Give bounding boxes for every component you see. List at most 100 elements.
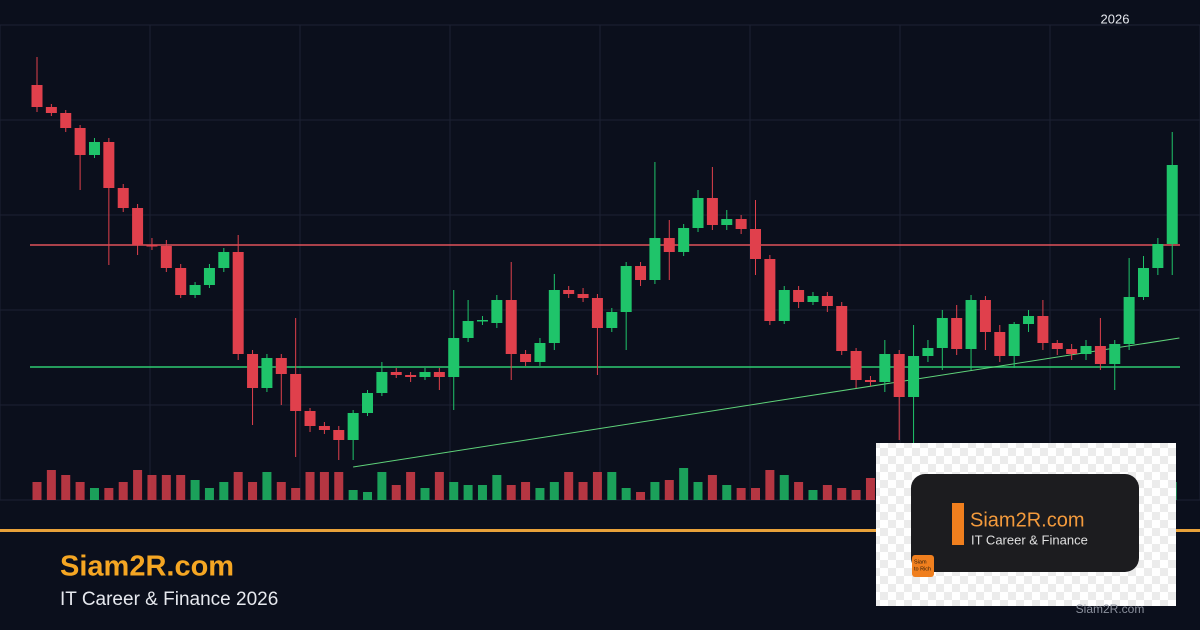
candle-body [433,372,445,377]
volume-bar [521,482,531,500]
candle-body [548,290,560,343]
volume-bar [204,488,214,500]
volume-bar [219,482,229,500]
volume-bar [535,488,545,500]
candle-body [678,228,690,252]
candle-body [117,188,129,208]
volume-bar [305,472,315,500]
candle-body [764,259,776,321]
candle-body [1094,346,1106,364]
candle-body [965,300,977,349]
badge-line: Siam [914,559,927,565]
volume-bar [46,470,56,500]
candle-body [448,338,460,377]
candle-body [290,374,302,411]
volume-bar [707,475,717,500]
period-label: 2026 [1101,11,1130,26]
candle-body [807,296,819,302]
candle-body [620,266,632,312]
volume-bar [161,475,171,500]
trendline [353,337,1180,468]
candle-body [778,290,790,321]
candle-body [462,321,474,338]
candle-body [692,198,704,228]
candle-body [951,318,963,349]
logo-badge [912,555,934,577]
candle-body [175,268,187,295]
candle-body [419,372,431,377]
candle-body [74,128,86,155]
candle-body [534,343,546,362]
volume-bar [837,488,847,500]
candle-body [160,246,172,268]
volume-bar [621,488,631,500]
candle-body [390,372,402,375]
candle-body [247,354,259,388]
candle-body [721,219,733,225]
candle-body [793,290,805,302]
watermark: Siam2R.com [1076,602,1145,616]
candle-body [1166,165,1178,244]
candle-body [60,113,72,128]
volume-bar [133,470,143,500]
volume-bar [765,470,775,500]
candle-body [1023,316,1035,324]
volume-bar [276,482,286,500]
volume-bar [104,488,114,500]
volume-bar [506,485,516,500]
candle-body [606,312,618,328]
logo-tagline: IT Career & Finance [971,532,1088,547]
candle-body [591,298,603,328]
candle-body [405,375,417,377]
volume-bar [664,480,674,500]
candle-body [275,358,287,374]
candle-body [318,426,330,430]
volume-bar [693,482,703,500]
footer-tagline: IT Career & Finance 2026 [60,589,278,610]
volume-bar [463,485,473,500]
volume-bar [319,472,329,500]
volume-bar [607,472,617,500]
volume-bar [650,482,660,500]
volume-bar [794,482,804,500]
candle-body [893,354,905,397]
candle-body [879,354,891,382]
vertical-grid [0,25,1200,500]
candle-body [1008,324,1020,356]
volume-bar [291,488,301,500]
volume-bar [176,475,186,500]
candle-body [1152,244,1164,268]
volume-bar [61,475,71,500]
candle-body [936,318,948,348]
candle-body [649,238,661,280]
volume-bar [679,468,689,500]
volume-bar [578,482,588,500]
candle-body [577,294,589,298]
volume-bar [636,492,646,500]
candle-body [979,300,991,332]
volume-bar [248,482,258,500]
candle-body [735,219,747,229]
candle-body [476,320,488,322]
logo-brand: Siam2R.com [970,509,1084,531]
volume-bar [477,485,487,500]
volume-bar [449,482,459,500]
candle-body [132,208,144,245]
candle-body [1066,349,1078,354]
volume-bar [722,485,732,500]
volume-bar [233,472,243,500]
logo-box [911,474,1139,572]
candle-body [218,252,230,268]
candle-body [908,356,920,397]
candle-body [836,306,848,351]
candle-body [362,393,374,413]
candle-body [304,411,316,426]
volume-bar [779,475,789,500]
candle-body [189,285,201,295]
candle-body [45,107,57,113]
volume-bar [118,482,128,500]
volume-bar [851,490,861,500]
volume-bar [736,488,746,500]
footer-rule [0,529,1200,532]
footer-brand: Siam2R.com [60,551,234,583]
